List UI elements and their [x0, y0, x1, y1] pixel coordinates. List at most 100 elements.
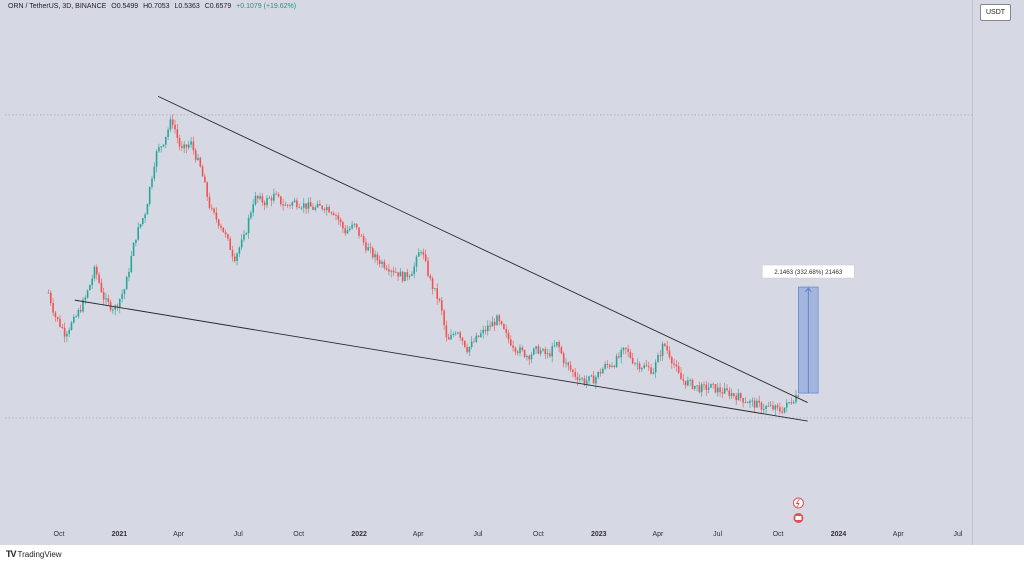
candle	[282, 204, 284, 206]
candle	[348, 228, 351, 231]
candle	[560, 347, 563, 354]
candle	[657, 355, 659, 363]
candle	[519, 347, 521, 353]
candle	[275, 193, 277, 195]
candle	[454, 333, 457, 335]
candle	[726, 388, 728, 391]
candle	[521, 347, 524, 351]
candle	[723, 388, 726, 394]
candle	[171, 119, 174, 125]
candle	[744, 402, 747, 404]
candle	[321, 205, 323, 209]
candle	[758, 400, 760, 403]
candle	[385, 267, 388, 270]
candle	[636, 363, 639, 365]
candle	[139, 224, 142, 228]
candle	[266, 198, 268, 206]
candle	[700, 384, 703, 393]
candle	[95, 266, 98, 275]
brand-name[interactable]: TradingView	[17, 549, 62, 559]
candle	[553, 345, 556, 347]
candle	[624, 347, 627, 349]
candle	[714, 384, 717, 393]
candle	[491, 321, 494, 327]
candle	[63, 327, 66, 337]
candle	[378, 260, 381, 264]
candle	[645, 365, 648, 367]
candle	[549, 353, 551, 357]
symbol-name[interactable]: ORN / TetherUS, 3D, BINANCE	[8, 3, 107, 10]
candle	[627, 348, 629, 352]
x-tick-label: Apr	[893, 531, 905, 538]
candle	[532, 348, 535, 355]
candle	[689, 379, 691, 381]
candle	[259, 196, 261, 199]
candle	[592, 375, 595, 384]
candle	[144, 214, 146, 219]
candle	[608, 365, 611, 367]
candle	[477, 335, 480, 337]
price-axis[interactable]	[972, 0, 1024, 545]
candle	[422, 252, 425, 255]
candle	[86, 290, 89, 298]
candle	[289, 205, 291, 206]
candle	[443, 310, 445, 326]
candle	[749, 400, 751, 403]
currency-button[interactable]: USDT	[980, 4, 1011, 21]
candle	[721, 392, 724, 394]
candle	[291, 202, 294, 206]
x-tick-label: Oct	[533, 531, 544, 538]
candle	[323, 208, 326, 211]
candle	[746, 402, 749, 404]
candle	[572, 369, 574, 373]
high-value: H0.7053	[143, 3, 170, 10]
candle	[698, 385, 701, 393]
candle	[480, 333, 482, 337]
candle	[243, 234, 245, 240]
price-chart[interactable]: 105.000081.000061.000046.000034.000026.0…	[0, 0, 1024, 545]
x-tick-label: Jul	[473, 531, 482, 538]
candle	[381, 261, 383, 264]
candle	[795, 395, 797, 403]
candle	[650, 367, 652, 374]
candle	[482, 329, 484, 334]
candle	[151, 178, 153, 187]
low-value: L0.5363	[174, 3, 200, 10]
candle	[390, 270, 392, 272]
candle	[735, 395, 737, 401]
candle	[434, 288, 436, 289]
candle	[466, 346, 468, 353]
candle	[353, 223, 356, 225]
candle	[514, 347, 517, 352]
candle	[123, 289, 126, 295]
candle	[772, 405, 774, 410]
candle	[615, 356, 618, 368]
candle	[254, 195, 257, 205]
candle	[597, 371, 599, 378]
tradingview-logo-icon[interactable]: TV	[6, 549, 16, 559]
candle	[399, 271, 402, 277]
candle	[130, 255, 133, 272]
candle	[753, 400, 756, 408]
candle	[790, 402, 793, 404]
candle	[401, 271, 404, 282]
candle	[355, 223, 358, 228]
candle	[567, 362, 570, 366]
candle	[82, 299, 84, 312]
candle	[634, 363, 636, 365]
chart-area[interactable]: 105.000081.000061.000046.000034.000026.0…	[0, 0, 1024, 545]
candle	[339, 219, 342, 223]
candle	[415, 256, 418, 267]
candle	[505, 329, 507, 333]
candle	[696, 385, 698, 387]
candle	[77, 309, 80, 317]
candle	[447, 337, 450, 340]
candle	[367, 247, 369, 251]
candle	[576, 376, 579, 381]
flag-event-inner-icon	[795, 516, 802, 520]
candle	[641, 367, 643, 370]
candle	[365, 242, 367, 251]
candle	[438, 298, 441, 301]
close-value: C0.6579	[204, 3, 232, 10]
candle	[52, 303, 54, 313]
